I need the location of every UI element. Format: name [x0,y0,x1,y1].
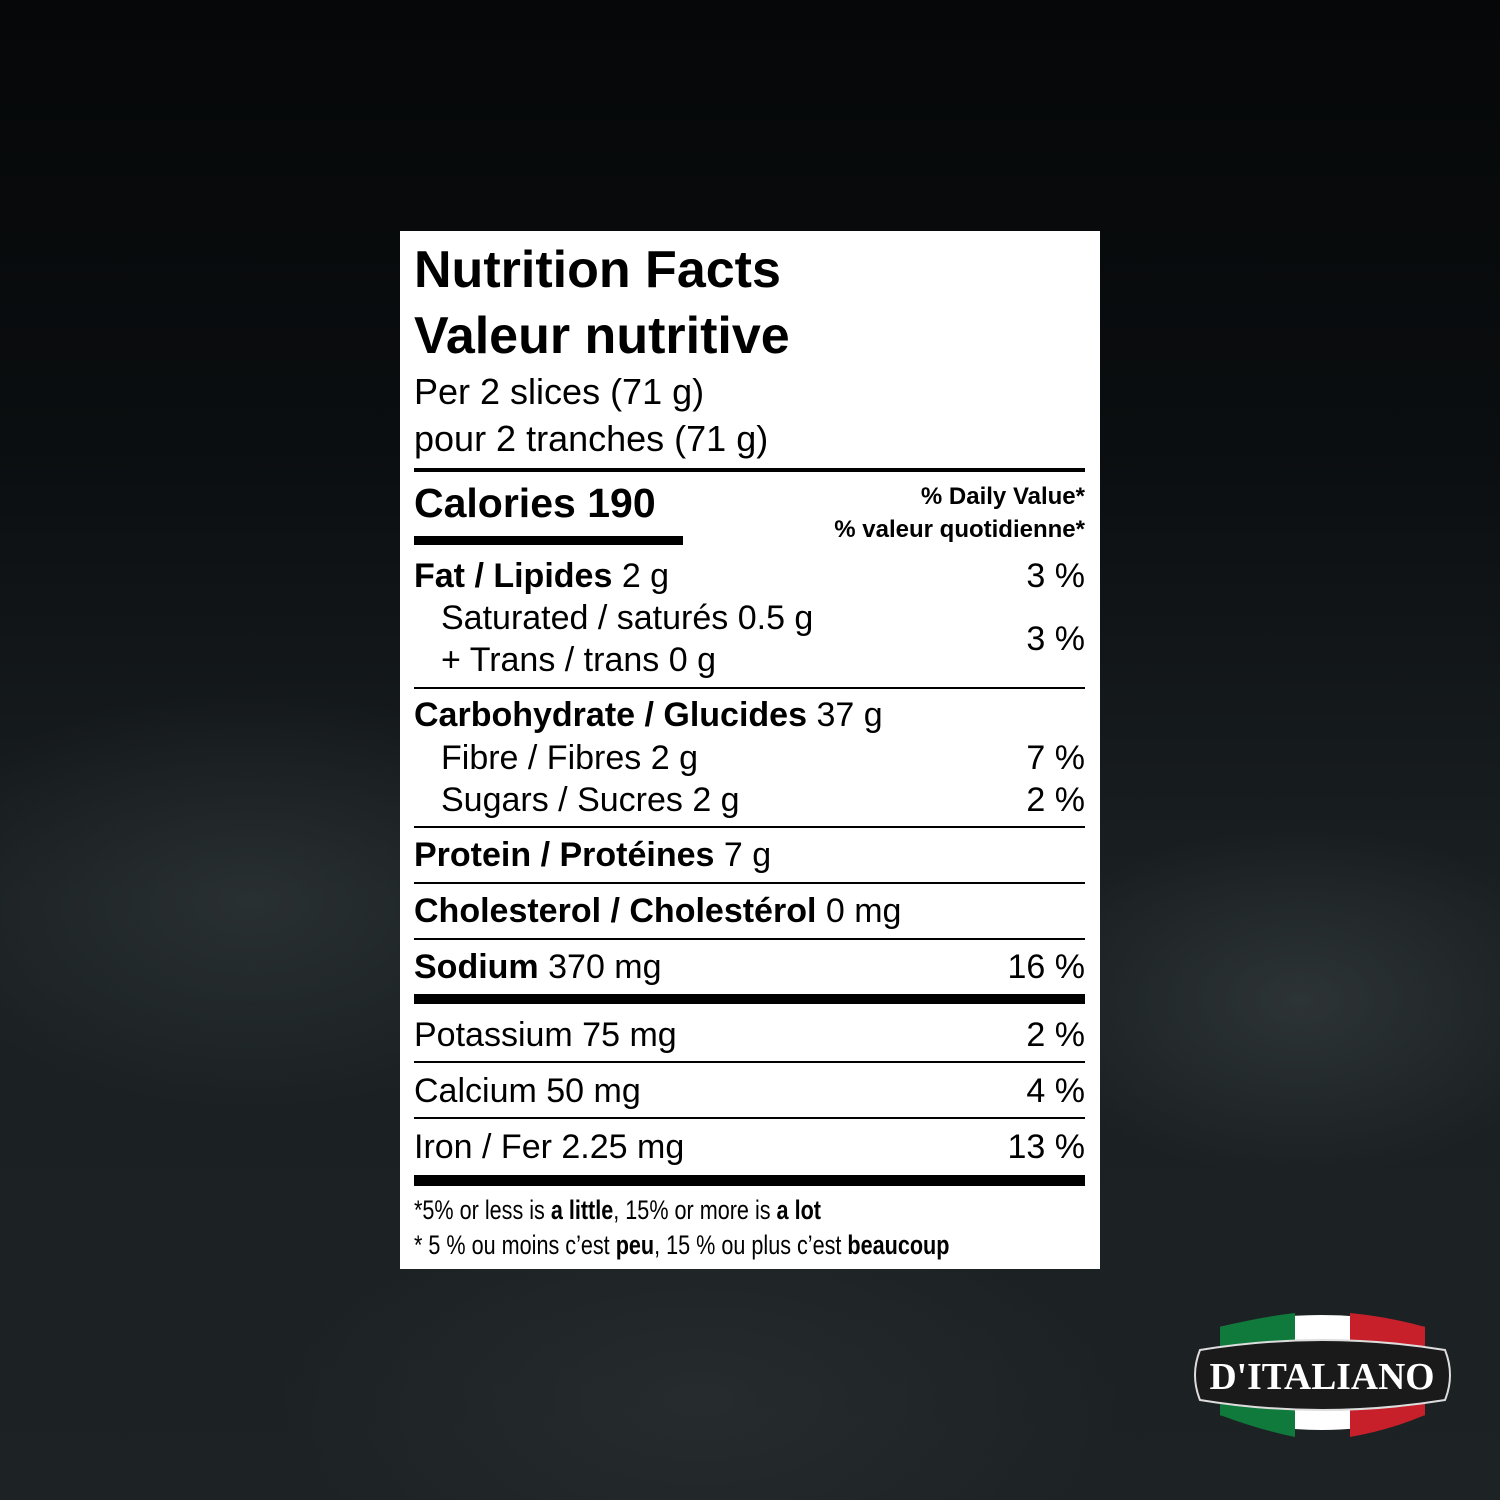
calories-value: 190 [587,480,656,526]
dv-header-fr: % valeur quotidienne* [834,516,1085,543]
ditaliano-logo: D'ITALIANO [1194,1313,1451,1437]
fn-bold: peu [615,1230,655,1260]
calcium-row: Calcium 50 mg [414,1072,641,1110]
cholesterol-row: Cholesterol / Cholestérol 0 mg [414,894,901,928]
nutrition-facts-label: Nutrition Facts Valeur nutritive Per 2 s… [400,231,1100,1269]
nutrient-amount: 2 g [621,557,670,595]
fat-dv: 3 % [1026,557,1085,595]
divider [414,882,1085,884]
fn-text: * 5 % ou moins c’est [414,1230,616,1260]
logo-text: D'ITALIANO [1210,1356,1435,1398]
serving-fr: pour 2 tranches (71 g) [414,418,769,459]
fn-text: , 15 % ou plus c’est [654,1230,848,1260]
fn-text: *5% or less is [414,1195,551,1225]
divider [414,1117,1085,1119]
footnote-fr: * 5 % ou moins c’est peu, 15 % ou plus c… [414,1232,949,1259]
nutrient-name: Protein / Protéines [414,836,715,874]
calories: Calories 190 [414,483,656,524]
thick-divider [414,994,1085,1004]
saturated-row: Saturated / saturés 0.5 g [441,599,814,637]
thick-divider [414,1175,1085,1186]
protein-row: Protein / Protéines 7 g [414,838,771,872]
calcium-dv: 4 % [1026,1072,1085,1110]
divider [414,468,1085,472]
fn-text: , [613,1195,626,1225]
divider [414,1061,1085,1063]
fn-bold: a lot [776,1195,821,1225]
sugars-dv: 2 % [1026,781,1085,819]
sodium-dv: 16 % [1007,948,1086,986]
title-fr: Valeur nutritive [414,307,790,365]
divider [414,938,1085,940]
dv-header-en: % Daily Value* [920,483,1085,510]
calories-bar [414,536,683,545]
carbohydrate-row: Carbohydrate / Glucides 37 g [414,698,883,732]
fat-row: Fat / Lipides 2 g [414,559,669,593]
nutrient-amount: 7 g [723,836,772,874]
nutrient-name: Sodium [414,948,539,986]
iron-row: Iron / Fer 2.25 mg [414,1128,685,1166]
potassium-row: Potassium 75 mg [414,1016,677,1054]
nutrient-name: Cholesterol / Cholestérol [414,892,817,930]
title-en: Nutrition Facts [414,241,781,299]
fibre-row: Fibre / Fibres 2 g [441,739,698,777]
nutrient-amount: 37 g [816,696,883,734]
nutrient-amount: 0 mg [825,892,902,930]
divider [414,826,1085,828]
serving-en: Per 2 slices (71 g) [414,371,705,412]
iron-dv: 13 % [1007,1128,1086,1166]
nutrient-name: Fat / Lipides [414,557,613,595]
nutrient-name: Carbohydrate / Glucides [414,696,807,734]
divider [414,687,1085,689]
fn-bold: beaucoup [847,1230,950,1260]
fn-text: 15% or more is [625,1195,777,1225]
trans-row: + Trans / trans 0 g [441,641,716,679]
nutrient-amount: 370 mg [548,948,662,986]
sodium-row: Sodium 370 mg [414,950,662,984]
footnote-en: *5% or less is a little, 15% or more is … [414,1197,821,1224]
sugars-row: Sugars / Sucres 2 g [441,781,740,819]
fn-bold: a little [550,1195,614,1225]
calories-label: Calories [414,480,576,526]
fibre-dv: 7 % [1026,739,1085,777]
potassium-dv: 2 % [1026,1016,1085,1054]
saturated-trans-dv: 3 % [1026,620,1085,658]
